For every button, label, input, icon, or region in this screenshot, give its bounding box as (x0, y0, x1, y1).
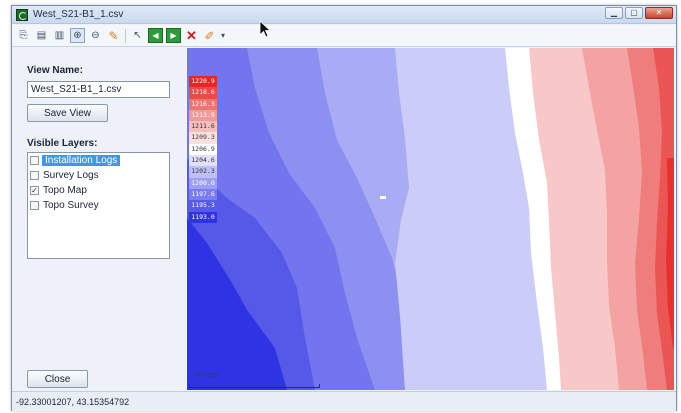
open-icon[interactable]: ▤ (36, 30, 47, 41)
legend-entry: 1202.3 (189, 166, 217, 178)
topo-map-canvas (187, 48, 674, 390)
map-view[interactable]: 1220.9 1218.6 1216.3 1213.9 1211.6 1209.3 1206… (187, 48, 674, 390)
checkbox[interactable] (30, 201, 39, 210)
visible-layers-label: Visible Layers: (27, 138, 98, 149)
layers-list: Installation Logs Survey Logs ✓ Topo Map… (27, 152, 170, 259)
scale-bar (189, 384, 320, 388)
contour-band-1218 (666, 158, 674, 348)
checkbox[interactable]: ✓ (30, 186, 39, 195)
legend-entry: 1200.0 (189, 177, 217, 189)
close-window-button[interactable]: ✕ (645, 7, 673, 19)
elevation-legend: 1220.9 1218.6 1216.3 1213.9 1211.6 1209.3 1206… (189, 76, 217, 223)
prev-icon[interactable]: ◀ (148, 28, 163, 43)
legend-entry: 1195.3 (189, 200, 217, 212)
legend-entry: 1197.6 (189, 188, 217, 201)
scale-label: 50 Feet (195, 372, 219, 379)
map-artifact (380, 196, 386, 199)
layer-label: Topo Map (43, 185, 87, 196)
layer-label: Survey Logs (43, 170, 99, 181)
coordinates-readout: -92.33001207, 43.15354792 (16, 397, 130, 407)
paint-icon[interactable]: ✐ (204, 28, 215, 43)
status-bar: -92.33001207, 43.15354792 (12, 391, 676, 411)
layer-item-topo-survey[interactable]: Topo Survey (28, 198, 169, 213)
title-bar[interactable]: West_S21-B1_1.csv ▁ ▢ ✕ (12, 6, 676, 24)
save-view-button[interactable]: Save View (27, 104, 108, 122)
legend-entry: 1218.6 (189, 87, 217, 99)
layer-item-survey-logs[interactable]: Survey Logs (28, 168, 169, 183)
toolbar: ⎘ ▤ ▥ ⊕ ⊖ ✎ ↖ ◀ ▶ ✕ ✐ ▾ (12, 25, 676, 47)
checkbox[interactable] (30, 171, 39, 180)
layer-label: Topo Survey (43, 200, 99, 211)
side-panel: View Name: Save View Visible Layers: Ins… (12, 48, 186, 390)
pointer-icon[interactable]: ↖ (133, 30, 142, 41)
maximize-button[interactable]: ▢ (625, 7, 643, 19)
view-name-label: View Name: (27, 65, 83, 76)
application-window: West_S21-B1_1.csv ▁ ▢ ✕ ⎘ ▤ ▥ ⊕ ⊖ ✎ ↖ ◀ … (11, 5, 677, 411)
zoom-out-icon[interactable]: ⊖ (91, 30, 100, 41)
legend-entry: 1220.9 (189, 76, 217, 88)
layer-item-installation-logs[interactable]: Installation Logs (28, 153, 169, 168)
close-button[interactable]: Close (27, 370, 88, 388)
next-icon[interactable]: ▶ (166, 28, 181, 43)
window-title: West_S21-B1_1.csv (33, 9, 124, 20)
legend-entry: 1211.6 (189, 121, 217, 133)
layer-item-topo-map[interactable]: ✓ Topo Map (28, 183, 169, 198)
legend-entry: 1193.0 (189, 211, 217, 223)
legend-entry: 1213.9 (189, 109, 217, 122)
delete-icon[interactable]: ✕ (186, 27, 197, 43)
legend-entry: 1209.3 (189, 132, 217, 144)
view-name-input[interactable] (27, 81, 170, 98)
ruler-icon[interactable]: ✎ (108, 28, 119, 43)
check-icon: ✓ (31, 185, 38, 195)
window-controls: ▁ ▢ ✕ (605, 7, 673, 19)
toolbar-separator (125, 28, 126, 43)
chevron-down-icon[interactable]: ▾ (221, 31, 226, 40)
legend-entry: 1204.6 (189, 155, 217, 167)
app-icon (16, 9, 28, 21)
mouse-cursor-icon (259, 20, 271, 38)
minimize-button[interactable]: ▁ (605, 7, 623, 19)
copy-icon[interactable]: ▥ (54, 30, 65, 41)
legend-entry: 1216.3 (189, 98, 217, 110)
checkbox[interactable] (30, 156, 39, 165)
zoom-in-icon[interactable]: ⊕ (70, 28, 85, 43)
layer-label: Installation Logs (42, 155, 121, 166)
legend-entry: 1206.9 (189, 143, 217, 156)
save-icon[interactable]: ⎘ (19, 30, 28, 41)
